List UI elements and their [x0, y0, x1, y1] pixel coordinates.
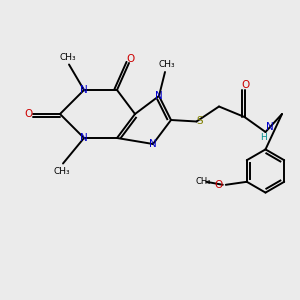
- Text: O: O: [24, 109, 33, 119]
- Text: N: N: [149, 139, 157, 149]
- Text: N: N: [155, 91, 163, 101]
- Text: CH₃: CH₃: [59, 53, 76, 62]
- Text: O: O: [126, 54, 135, 64]
- Text: N: N: [80, 133, 88, 143]
- Text: CH₃: CH₃: [158, 60, 175, 69]
- Text: CH₃: CH₃: [53, 167, 70, 176]
- Text: N: N: [266, 122, 274, 132]
- Text: H: H: [261, 133, 267, 142]
- Text: CH₃: CH₃: [196, 177, 211, 186]
- Text: N: N: [80, 85, 88, 95]
- Text: O: O: [214, 180, 222, 190]
- Text: O: O: [241, 80, 249, 91]
- Text: S: S: [197, 116, 203, 127]
